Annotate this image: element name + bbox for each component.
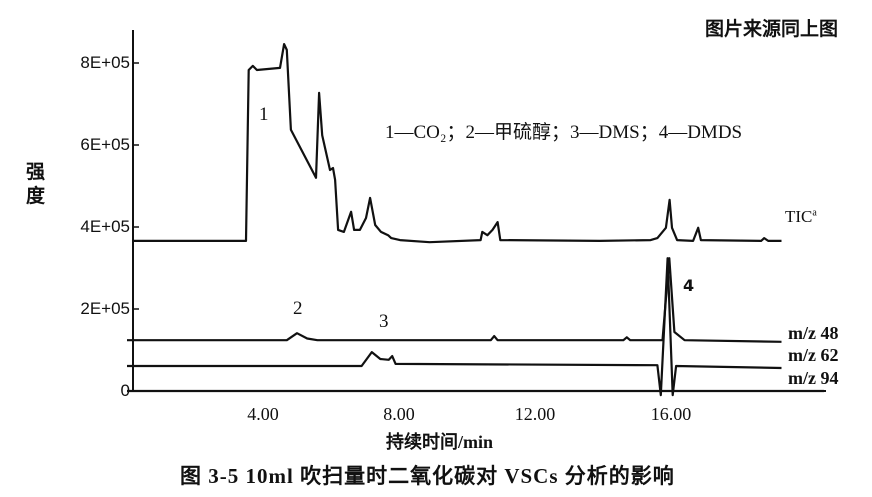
peak-label-3: 3 (379, 311, 389, 332)
source-note: 图片来源同上图 (704, 18, 838, 40)
series-line-m-z-48 (127, 257, 782, 343)
tic-label: TIC (785, 207, 813, 226)
series-label-mz62: m/z 62 (788, 345, 839, 365)
y-tick-label: 0 (120, 381, 130, 400)
series-line-tic (132, 42, 782, 244)
y-tick-label: 4E+05 (80, 217, 130, 236)
peak-label-4: 4 (683, 276, 695, 295)
x-tick-label: 16.00 (650, 404, 692, 424)
x-tick-label: 4.00 (247, 404, 279, 424)
x-tick-label: 8.00 (383, 404, 415, 424)
y-tick-label: 8E+05 (80, 53, 130, 72)
figure-caption: 图 3-5 10ml 吹扫量时二氧化碳对 VSCs 分析的影响 (180, 464, 675, 488)
y-tick-label: 6E+05 (80, 135, 130, 154)
x-tick-label: 12.00 (514, 404, 556, 424)
peak-label-2: 2 (293, 298, 303, 319)
series-label-mz48: m/z 48 (788, 323, 839, 343)
peak-legend: 1—CO₂；2—甲硫醇；3—DMS；4—DMDS (385, 122, 743, 143)
series-line-m-z-62 (127, 257, 782, 397)
tic-superscript: a (812, 207, 817, 219)
peak-label-1: 1 (259, 104, 269, 125)
x-axis-label: 持续时间/min (386, 432, 494, 452)
series-label-tic: TICa (785, 207, 817, 227)
y-axis-label: 强度 (26, 161, 46, 207)
series-label-mz94: m/z 94 (788, 368, 839, 388)
y-tick-label: 2E+05 (80, 299, 130, 318)
